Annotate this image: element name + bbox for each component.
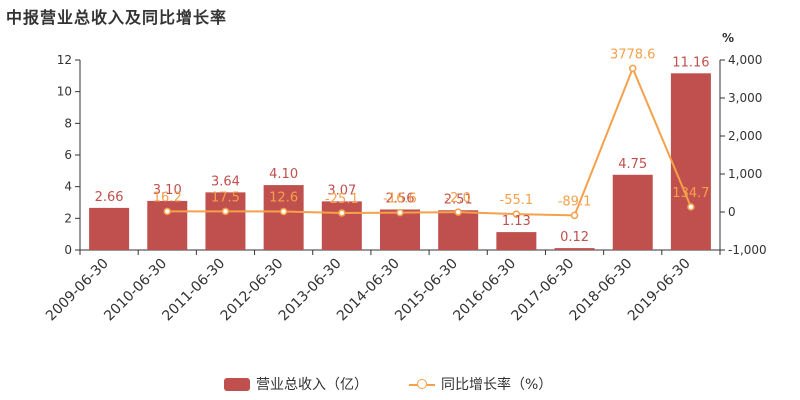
legend-label-revenue: 营业总收入（亿） <box>256 377 368 393</box>
y-right-tick-label: 2,000 <box>728 129 762 143</box>
bar-value-label: 0.12 <box>560 230 589 245</box>
bar-revenue <box>496 232 537 250</box>
legend-bar-swatch <box>224 377 250 391</box>
growth-point <box>338 209 346 217</box>
bar-revenue <box>205 192 246 250</box>
line-group <box>163 64 695 220</box>
y-right-tick-label: 3,000 <box>728 91 762 105</box>
y-right-tick-label: 4,000 <box>728 53 762 67</box>
growth-point <box>687 203 695 211</box>
growth-point <box>628 64 637 73</box>
bar-revenue <box>670 73 711 250</box>
growth-value-label: 16.2 <box>153 190 182 205</box>
bar-revenue <box>321 201 362 250</box>
y-left-tick-label: 4 <box>64 180 72 194</box>
bar-revenue <box>554 248 595 250</box>
growth-point <box>454 208 462 216</box>
growth-value-label: 3778.6 <box>610 47 656 62</box>
y-left-tick-label: 6 <box>64 148 72 162</box>
bar-value-label: 2.56 <box>386 191 415 206</box>
y-left-tick-label: 2 <box>64 211 72 225</box>
growth-point <box>396 208 404 217</box>
legend-item-revenue[interactable]: 营业总收入（亿） <box>224 374 368 394</box>
bar-value-label: 4.10 <box>269 167 298 182</box>
bar-value-label: 3.07 <box>327 183 356 198</box>
y-left-tick-label: 0 <box>64 243 72 257</box>
y-left-tick-label: 10 <box>57 85 72 99</box>
bar-value-label: 11.16 <box>672 55 709 70</box>
y-right-tick-label: -1,000 <box>728 243 767 257</box>
bar-revenue <box>89 207 130 250</box>
legend: 营业总收入（亿） 同比增长率（%） <box>0 374 800 396</box>
growth-value-label: -55.1 <box>500 193 534 208</box>
bars-group <box>89 73 711 250</box>
growth-value-label: 12.6 <box>269 191 298 206</box>
y-left-tick-label: 12 <box>57 53 72 67</box>
growth-value-label: 134.7 <box>672 186 709 201</box>
bar-revenue <box>438 210 479 250</box>
legend-label-growth: 同比增长率（%） <box>441 377 553 393</box>
growth-value-label: 17.5 <box>211 190 240 205</box>
bar-value-label: 2.51 <box>444 192 473 207</box>
bar-revenue <box>612 174 653 250</box>
y-right-unit: % <box>722 31 734 45</box>
growth-point <box>512 210 521 218</box>
growth-point <box>221 207 230 216</box>
labels-group: 2.66 3.10 3.64 4.10 3.07 2.56 2.51 1.13 0.12 4.75… <box>95 47 710 245</box>
bar-value-label: 1.13 <box>502 214 531 229</box>
legend-line-swatch <box>409 378 435 391</box>
growth-value-label: -2.0 <box>445 191 470 206</box>
chart-title: 中报营业总收入及同比增长率 <box>6 8 228 27</box>
growth-value-label: -16.6 <box>383 192 417 207</box>
legend-item-growth[interactable]: 同比增长率（%） <box>409 374 552 394</box>
y-right-tick-label: 1,000 <box>728 167 762 181</box>
axes-group: 024681012-1,00001,0002,0003,0004,000%200… <box>43 31 767 324</box>
growth-line <box>167 65 692 217</box>
growth-point <box>163 207 172 216</box>
growth-point <box>279 207 288 216</box>
bar-value-label: 2.66 <box>95 190 124 205</box>
x-tick-label: 2019-06-30 <box>625 256 694 325</box>
y-left-tick-label: 8 <box>64 116 72 130</box>
growth-point <box>570 211 579 220</box>
growth-value-label: -25.1 <box>325 192 359 207</box>
bar-value-label: 3.64 <box>211 174 240 189</box>
y-right-tick-label: 0 <box>728 205 736 219</box>
bar-value-label: 3.10 <box>153 183 182 198</box>
bar-revenue <box>263 185 304 250</box>
growth-value-label: -89.1 <box>558 194 592 209</box>
bar-value-label: 4.75 <box>618 157 647 172</box>
